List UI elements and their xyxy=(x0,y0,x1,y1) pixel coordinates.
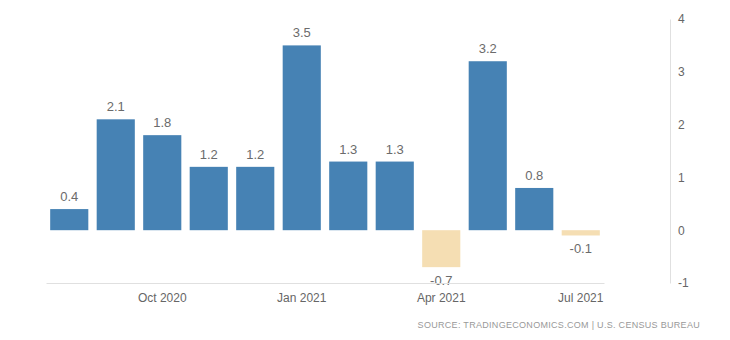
y-tick: -1 xyxy=(670,276,689,290)
data-label: 2.1 xyxy=(107,99,125,114)
bar xyxy=(422,230,460,267)
bars xyxy=(50,45,600,267)
data-label: 0.8 xyxy=(525,168,543,183)
y-tick-label: 2 xyxy=(678,118,685,132)
y-axis-line xyxy=(670,20,671,284)
data-labels: 0.4 2.1 1.8 1.2 1.2 3.5 1.3 1.3 -0.7 3.2 0.8 -0.1 xyxy=(60,25,592,288)
bar xyxy=(283,45,321,230)
x-tick-label: Jul 2021 xyxy=(558,291,604,305)
x-tick-label: Apr 2021 xyxy=(417,291,466,305)
y-tick: 3 xyxy=(670,65,685,79)
y-tick: 0 xyxy=(670,224,685,238)
bar xyxy=(97,119,135,230)
bar xyxy=(50,209,88,230)
x-tick-label: Jan 2021 xyxy=(277,291,327,305)
y-tick-label: 4 xyxy=(678,12,685,26)
data-label: -0.7 xyxy=(430,273,452,288)
y-tick: 2 xyxy=(670,118,685,132)
y-tick-label: 3 xyxy=(678,65,685,79)
x-tick: Jul 2021 xyxy=(558,283,604,305)
bar xyxy=(376,162,414,231)
bar xyxy=(190,167,228,230)
source: SOURCE: TRADINGECONOMICS.COM | U.S. CENS… xyxy=(418,320,700,330)
x-tick: Jan 2021 xyxy=(277,283,327,305)
data-label: 1.3 xyxy=(339,142,357,157)
data-label: -0.1 xyxy=(570,241,592,256)
data-label: 3.2 xyxy=(479,41,497,56)
y-tick-label: -1 xyxy=(678,276,689,290)
y-tick: 1 xyxy=(670,171,685,185)
chart: 0.4 2.1 1.8 1.2 1.2 3.5 1.3 1.3 -0.7 3.2 0.8 -0.1 -1… xyxy=(0,0,730,340)
data-label: 1.8 xyxy=(153,115,171,130)
x-tick: Oct 2020 xyxy=(138,283,187,305)
bar xyxy=(469,61,507,230)
bar xyxy=(562,230,600,235)
data-label: 1.2 xyxy=(246,147,264,162)
bar xyxy=(143,135,181,230)
y-tick-label: 1 xyxy=(678,171,685,185)
data-label: 1.3 xyxy=(386,142,404,157)
y-axis: -1 0 1 2 3 4 xyxy=(670,12,689,290)
bar xyxy=(515,188,553,230)
y-tick-label: 0 xyxy=(678,224,685,238)
y-tick: 4 xyxy=(670,12,685,26)
bar xyxy=(329,162,367,231)
data-label: 3.5 xyxy=(293,25,311,40)
x-tick-label: Oct 2020 xyxy=(138,291,187,305)
x-axis: Oct 2020 Jan 2021 Apr 2021 Jul 2021 xyxy=(47,283,605,305)
bar xyxy=(236,167,274,230)
x-axis-line xyxy=(47,283,605,284)
x-tick: Apr 2021 xyxy=(417,283,466,305)
data-label: 1.2 xyxy=(200,147,218,162)
data-label: 0.4 xyxy=(60,189,78,204)
